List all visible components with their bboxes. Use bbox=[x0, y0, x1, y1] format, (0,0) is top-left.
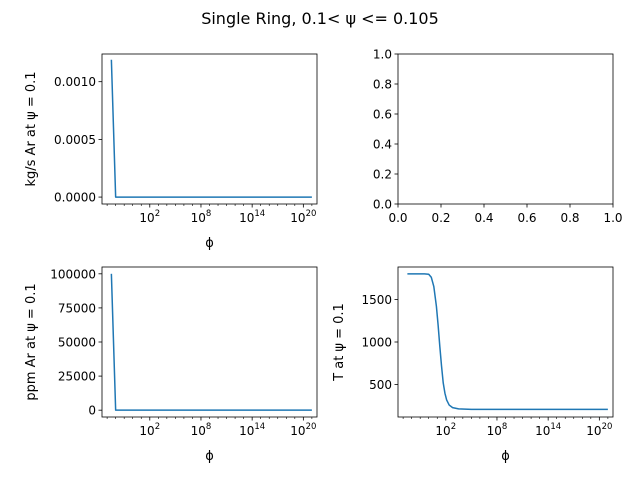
x-tick-label-1-exponent: 8 bbox=[206, 209, 211, 219]
x-tick-label-1-base: 10 bbox=[487, 424, 502, 438]
x-tick-label-2: 1014 bbox=[535, 422, 561, 438]
x-tick-label-2-exponent: 14 bbox=[550, 422, 561, 432]
y-tick-label-0: 500 bbox=[369, 378, 392, 392]
x-tick-label-1-base: 10 bbox=[191, 211, 206, 225]
y-tick-label-2: 50000 bbox=[58, 336, 96, 350]
y-axis-label: T at ψ = 0.1 bbox=[332, 303, 347, 382]
x-tick-label-2: 0.4 bbox=[474, 211, 493, 225]
y-tick-label-2: 0.0010 bbox=[54, 75, 96, 89]
x-tick-label-3: 1020 bbox=[290, 422, 316, 438]
x-tick-label-0-exponent: 2 bbox=[155, 209, 160, 219]
y-tick-label-0: 0.0 bbox=[373, 198, 392, 212]
y-tick-label-1: 0.2 bbox=[373, 168, 392, 182]
subplot-empty: 0.0 0.2 0.4 0.6 0.8 1.0 0.0 0.2 0.4 0.6 0.8 1.0 bbox=[373, 48, 623, 226]
figure-suptitle: Single Ring, 0.1< ψ <= 0.105 bbox=[201, 9, 439, 28]
x-tick-label-5: 1.0 bbox=[603, 211, 622, 225]
y-tick-label-2: 1500 bbox=[361, 293, 392, 307]
y-tick-label-3: 75000 bbox=[58, 301, 96, 315]
y-tick-label-0: 0.0000 bbox=[54, 191, 96, 205]
x-tick-label-2-base: 10 bbox=[535, 424, 550, 438]
x-tick-label-0: 102 bbox=[139, 209, 160, 225]
series-line-0 bbox=[110, 273, 312, 411]
x-axis-label: ϕ bbox=[205, 449, 214, 464]
x-tick-label-1: 108 bbox=[191, 209, 212, 225]
x-tick-label-1: 108 bbox=[487, 422, 508, 438]
x-axis-label: ϕ bbox=[205, 236, 214, 251]
x-tick-label-1: 108 bbox=[191, 422, 212, 438]
x-tick-label-0-exponent: 2 bbox=[155, 422, 160, 432]
x-tick-label-0: 0.0 bbox=[388, 211, 407, 225]
x-tick-label-2-exponent: 14 bbox=[254, 209, 265, 219]
series-line-0 bbox=[407, 273, 608, 411]
x-tick-label-2-base: 10 bbox=[239, 424, 254, 438]
series-line-0 bbox=[110, 59, 312, 198]
y-axis-label: ppm Ar at ψ = 0.1 bbox=[24, 283, 39, 400]
x-tick-label-3: 0.6 bbox=[517, 211, 536, 225]
x-tick-label-2-exponent: 14 bbox=[254, 422, 265, 432]
x-tick-label-1-exponent: 8 bbox=[206, 422, 211, 432]
x-tick-label-2: 1014 bbox=[239, 422, 265, 438]
y-tick-label-1: 1000 bbox=[361, 336, 392, 350]
y-tick-label-4: 0.8 bbox=[373, 78, 392, 92]
axes-frame bbox=[397, 53, 614, 205]
y-tick-label-1: 25000 bbox=[58, 370, 96, 384]
x-axis-label: ϕ bbox=[501, 449, 510, 464]
x-tick-label-3-base: 10 bbox=[290, 211, 305, 225]
x-tick-label-3: 1020 bbox=[586, 422, 612, 438]
subplot-ppm-ar: 102 108 1014 10200250005000075000100000ϕppm… bbox=[24, 266, 318, 464]
y-tick-label-1: 0.0005 bbox=[54, 133, 96, 147]
x-tick-label-0-base: 10 bbox=[435, 424, 450, 438]
y-tick-label-2: 0.4 bbox=[373, 138, 392, 152]
x-tick-label-0-base: 10 bbox=[139, 424, 154, 438]
x-tick-label-0: 102 bbox=[139, 422, 160, 438]
x-tick-label-3-base: 10 bbox=[290, 424, 305, 438]
x-tick-label-0-exponent: 2 bbox=[451, 422, 456, 432]
x-tick-label-1-base: 10 bbox=[191, 424, 206, 438]
x-tick-label-1: 0.2 bbox=[431, 211, 450, 225]
x-tick-label-4: 0.8 bbox=[560, 211, 579, 225]
x-tick-label-0-base: 10 bbox=[139, 211, 154, 225]
y-tick-label-3: 0.6 bbox=[373, 108, 392, 122]
x-tick-label-2-base: 10 bbox=[239, 211, 254, 225]
y-axis-label: kg/s Ar at ψ = 0.1 bbox=[24, 71, 39, 186]
x-tick-label-3-base: 10 bbox=[586, 424, 601, 438]
x-tick-label-2: 1014 bbox=[239, 209, 265, 225]
x-tick-label-0: 102 bbox=[435, 422, 456, 438]
x-tick-label-3-exponent: 20 bbox=[602, 422, 613, 432]
x-tick-label-1-exponent: 8 bbox=[502, 422, 507, 432]
y-tick-label-5: 1.0 bbox=[373, 48, 392, 62]
x-tick-label-3-exponent: 20 bbox=[306, 422, 317, 432]
y-tick-label-4: 100000 bbox=[50, 267, 96, 281]
y-tick-label-0: 0 bbox=[88, 404, 96, 418]
x-tick-label-3: 1020 bbox=[290, 209, 316, 225]
x-tick-label-3-exponent: 20 bbox=[306, 209, 317, 219]
